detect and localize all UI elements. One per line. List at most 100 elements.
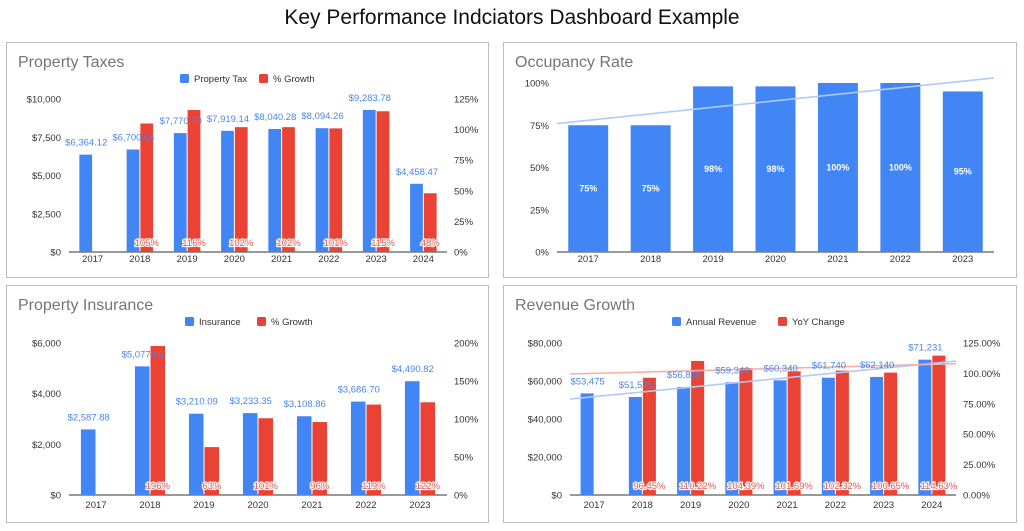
data-label: $51,575 (619, 380, 653, 391)
data-label: 102.32% (824, 481, 862, 492)
bar-primary (630, 125, 671, 252)
bar-secondary (282, 127, 295, 252)
y-tick-label: $7,500 (32, 133, 61, 144)
occupancy-rate-svg: Occupancy Rate 0% 25% 50% 75% 100% 2017 2018 201… (515, 54, 995, 265)
data-label: $56,845 (667, 370, 701, 381)
data-label: $5,077.65 (122, 349, 164, 360)
bar-secondary (787, 371, 801, 495)
x-tick-label: 2018 (640, 254, 661, 265)
x-tick-label: 2021 (827, 254, 848, 265)
data-label: 119% (362, 481, 386, 492)
bar-primary (755, 86, 796, 252)
bar-primary (80, 429, 96, 495)
data-label: $8,040.28 (254, 112, 296, 123)
bar-secondary (423, 193, 437, 252)
trendline (569, 360, 957, 400)
bar-primary (350, 401, 366, 495)
y-tick-label: $10,000 (27, 95, 61, 106)
x-tick-label: 2019 (177, 254, 198, 265)
bar-primary (821, 377, 835, 495)
data-label: 104.39% (727, 481, 765, 492)
data-label: $3,686.70 (338, 385, 380, 396)
property-taxes-svg: Property Taxes $0 $2,500 $5,000 $7,500 $10,00… (18, 54, 479, 265)
bar-primary (693, 86, 734, 252)
bar-secondary (187, 110, 201, 253)
bar-primary (404, 381, 420, 495)
data-label: $3,210.09 (176, 397, 218, 408)
x-tick-label: 2021 (271, 254, 292, 265)
bar-primary (725, 382, 739, 495)
y-tick-label: $0 (50, 491, 61, 502)
chart-title: Revenue Growth (515, 297, 635, 314)
legend-swatch (778, 317, 787, 326)
data-label: $7,770.70 (160, 116, 202, 127)
y2-tick-label: 25.00% (963, 460, 996, 471)
data-label: 100% (826, 163, 849, 173)
x-tick-label: 2018 (139, 500, 160, 511)
y-tick-label: 75% (530, 121, 550, 132)
revenue-growth-chart: Revenue Growth $0 $20,000 $40,000 $60,000 $80… (503, 285, 1017, 523)
page-title: Key Performance Indciators Dashboard Exa… (284, 6, 740, 29)
x-tick-label: 2024 (921, 500, 942, 511)
bar-secondary (691, 360, 705, 495)
y-tick-label: $4,000 (32, 389, 61, 400)
y2-tick-label: 0.00% (963, 491, 990, 502)
bar-secondary (150, 346, 166, 495)
y-tick-label: $40,000 (528, 415, 562, 426)
data-label: 98% (766, 164, 784, 174)
data-label: 98% (704, 164, 722, 174)
data-label: $6,700.64 (112, 132, 154, 143)
data-label: 100% (889, 163, 912, 173)
bar-primary (188, 413, 204, 495)
x-tick-label: 2020 (247, 500, 268, 511)
data-label: $59,340 (715, 365, 749, 376)
legend-label: % Growth (271, 317, 313, 328)
x-tick-label: 2024 (413, 254, 434, 265)
x-tick-label: 2020 (728, 500, 749, 511)
bar-secondary (642, 377, 656, 495)
y2-tick-label: 100% (454, 415, 479, 426)
y-tick-label: 50% (530, 163, 550, 174)
x-tick-label: 2021 (777, 500, 798, 511)
x-tick-label: 2023 (952, 254, 973, 265)
data-label: 114.63% (920, 481, 957, 492)
property-insurance-chart: Property Insurance $0 $2,000 $4,000 $6,000 0%… (6, 285, 489, 523)
y2-tick-label: 100.00% (963, 369, 1001, 380)
data-label: $9,283.78 (349, 93, 391, 104)
legend-label: Annual Revenue (686, 317, 756, 328)
data-label: 102% (276, 238, 301, 249)
y2-tick-label: 50% (454, 186, 474, 197)
bar-primary (773, 380, 787, 495)
y2-tick-label: 100% (454, 125, 479, 136)
y-tick-label: $5,000 (32, 171, 61, 182)
bar-primary (870, 376, 884, 495)
bar-primary (134, 366, 150, 495)
bar-secondary (932, 355, 946, 495)
bar-secondary (376, 111, 390, 253)
bar-primary (362, 109, 376, 253)
legend-swatch (257, 317, 266, 326)
bar-primary (296, 416, 312, 495)
data-label: $61,740 (812, 361, 846, 372)
x-tick-label: 2022 (355, 500, 376, 511)
x-tick-label: 2022 (318, 254, 339, 265)
legend-swatch (180, 74, 189, 83)
bar-primary (410, 183, 423, 252)
data-label: 102% (229, 238, 254, 249)
x-tick-label: 2020 (765, 254, 786, 265)
data-label: 101% (324, 238, 349, 249)
occupancy-rate-chart: Occupancy Rate 0% 25% 50% 75% 100% 2017 2018 201… (503, 42, 1017, 278)
revenue-growth-svg: Revenue Growth $0 $20,000 $40,000 $60,000 $80… (515, 297, 1001, 511)
y-tick-label: $0 (551, 491, 562, 502)
x-tick-label: 2018 (632, 500, 653, 511)
data-label: 96% (310, 481, 330, 492)
bar-secondary (258, 418, 274, 495)
data-label: 122% (416, 481, 441, 492)
y2-tick-label: 75% (454, 156, 474, 167)
bar-secondary (739, 368, 753, 495)
data-label: 75% (642, 184, 660, 194)
bar-primary (126, 149, 140, 252)
data-label: $2,587.88 (68, 412, 110, 423)
bar-primary (628, 397, 642, 495)
data-label: 75% (579, 184, 597, 194)
